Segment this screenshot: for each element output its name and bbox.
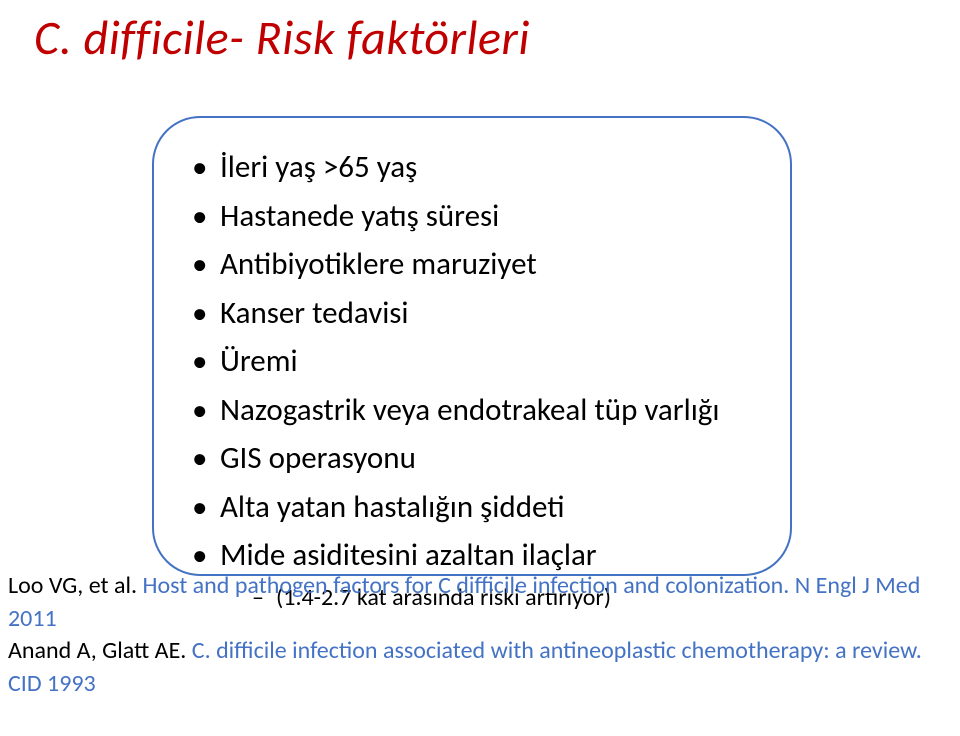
bullet-item: İleri yaş >65 yaş xyxy=(192,144,752,191)
slide: C. difficile- Risk faktörleri İleri yaş … xyxy=(0,0,960,736)
reference-line: Anand A, Glatt AE. C. difficile infectio… xyxy=(8,635,952,700)
reference-line: Loo VG, et al. Host and pathogen factors… xyxy=(8,570,952,635)
bullet-text: Mide asiditesini azaltan ilaçlar xyxy=(220,536,597,574)
bullet-item: GIS operasyonu xyxy=(192,435,752,482)
reference-body: Host and pathogen factors for C difficil… xyxy=(8,571,920,632)
bullet-item: Nazogastrik veya endotrakeal tüp varlığı xyxy=(192,387,752,434)
slide-title: C. difficile- Risk faktörleri xyxy=(34,8,530,67)
reference-author: Anand A, Glatt AE. xyxy=(8,636,192,665)
content-bubble: İleri yaş >65 yaş Hastanede yatış süresi… xyxy=(152,116,792,576)
bullet-item: Hastanede yatış süresi xyxy=(192,193,752,240)
references: Loo VG, et al. Host and pathogen factors… xyxy=(8,570,952,700)
bullet-item: Alta yatan hastalığın şiddeti xyxy=(192,484,752,531)
bullet-list: İleri yaş >65 yaş Hastanede yatış süresi… xyxy=(192,144,752,614)
bullet-item: Üremi xyxy=(192,338,752,385)
bullet-item: Kanser tedavisi xyxy=(192,290,752,337)
reference-author: Loo VG, et al. xyxy=(8,571,142,600)
bullet-item: Antibiyotiklere maruziyet xyxy=(192,241,752,288)
